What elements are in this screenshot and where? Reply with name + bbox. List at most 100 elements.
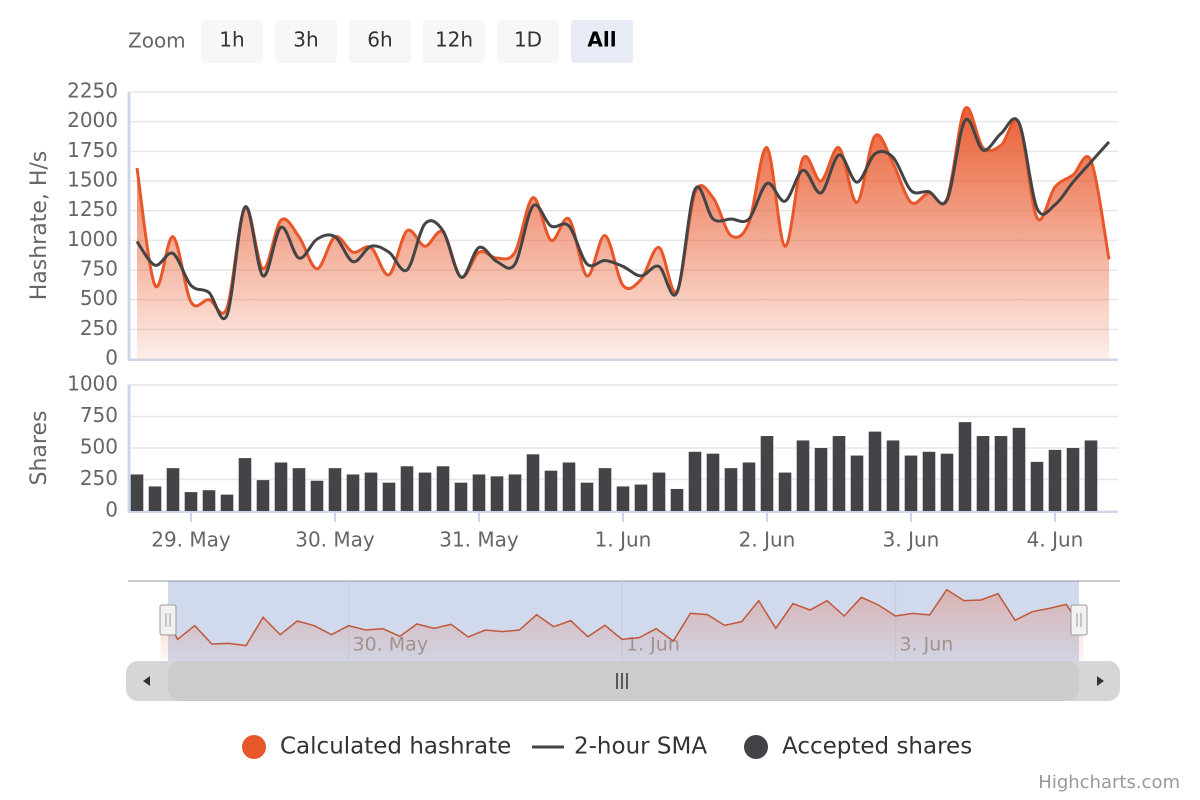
zoom-button[interactable] (201, 20, 263, 63)
bar (166, 468, 180, 511)
y-axis-title: Hashrate, H/s (27, 151, 52, 301)
bar (400, 466, 414, 511)
bar (562, 462, 576, 511)
bar (292, 468, 306, 511)
bar (364, 472, 378, 511)
credits[interactable]: Highcharts.com (1038, 772, 1180, 793)
line (135, 117, 1111, 320)
x-tick-label: 1. Jun (595, 528, 652, 552)
bar (598, 468, 612, 511)
bar (940, 453, 954, 511)
scroll-right-arrow[interactable] (1097, 676, 1104, 686)
bar (904, 455, 918, 511)
scroll-left-arrow[interactable] (143, 676, 150, 686)
bar (220, 494, 234, 511)
bar (814, 448, 828, 511)
bar (634, 484, 648, 511)
y-tick-label: 750 (80, 403, 118, 427)
navigator-line (159, 588, 1085, 647)
y-tick-label: 0 (105, 346, 118, 370)
bar (238, 458, 252, 511)
bar (130, 474, 144, 511)
bar (526, 454, 540, 511)
zoom-button-label[interactable]: 12h (435, 28, 473, 52)
x-tick-label: 4. Jun (1027, 528, 1084, 552)
y-tick-label: 1000 (67, 372, 118, 396)
legend-label[interactable]: Calculated hashrate (280, 734, 511, 760)
bar (886, 440, 900, 511)
bar (1084, 440, 1098, 511)
bar (1012, 427, 1026, 511)
y-tick-label: 1500 (67, 168, 118, 192)
navigator-handle[interactable] (1070, 604, 1088, 636)
zoom-button-label[interactable]: 3h (293, 28, 318, 52)
x-tick-label: 29. May (151, 528, 231, 552)
bar (490, 476, 504, 511)
bar (652, 472, 666, 511)
bar (274, 462, 288, 511)
bar (1066, 448, 1080, 511)
bar (760, 436, 774, 511)
navigator-handle[interactable] (159, 604, 177, 636)
bar (382, 482, 396, 511)
bar (328, 468, 342, 511)
zoom-button[interactable] (349, 20, 411, 63)
legend-label[interactable]: 2-hour SMA (574, 734, 707, 760)
zoom-button[interactable] (571, 20, 633, 63)
y-tick-label: 0 (105, 498, 118, 522)
zoom-label: Zoom (128, 29, 186, 53)
y-tick-label: 250 (80, 316, 118, 340)
bar (418, 472, 432, 511)
bar (310, 480, 324, 511)
bar (958, 422, 972, 511)
bar (202, 490, 216, 511)
x-tick-label: 3. Jun (883, 528, 940, 552)
bar (922, 451, 936, 511)
zoom-button[interactable] (497, 20, 559, 63)
bar (868, 431, 882, 511)
zoom-button-label[interactable]: 1D (514, 28, 542, 52)
scrollbar-thumb[interactable] (168, 661, 1079, 701)
zoom-button[interactable] (275, 20, 337, 63)
bar (580, 482, 594, 511)
y-tick-label: 750 (80, 257, 118, 281)
y-tick-label: 2000 (67, 108, 118, 132)
bar (346, 474, 360, 511)
y-tick-label: 2250 (67, 79, 118, 103)
bar (1048, 449, 1062, 511)
y-tick-label: 1250 (67, 197, 118, 221)
x-tick-label: 2. Jun (739, 528, 796, 552)
y-tick-label: 1000 (67, 227, 118, 251)
y-tick-label: 250 (80, 466, 118, 490)
zoom-button-label[interactable]: 1h (219, 28, 244, 52)
bar (832, 436, 846, 511)
bar (616, 486, 630, 511)
bar (742, 462, 756, 511)
y-axis-title: Shares (27, 411, 52, 486)
legend-label[interactable]: Accepted shares (782, 734, 972, 760)
bar (850, 455, 864, 511)
bar (436, 466, 450, 511)
bar (472, 474, 486, 511)
zoom-button-label[interactable]: All (587, 28, 616, 52)
bar (976, 436, 990, 511)
y-tick-label: 1750 (67, 138, 118, 162)
bar (148, 486, 162, 511)
y-tick-label: 500 (80, 435, 118, 459)
area (137, 107, 1109, 360)
legend-symbol[interactable] (242, 735, 266, 759)
bar (454, 482, 468, 511)
bar (670, 488, 684, 511)
bar (508, 474, 522, 511)
zoom-button[interactable] (423, 20, 485, 63)
x-tick-label: 30. May (295, 528, 375, 552)
legend-symbol[interactable] (744, 735, 768, 759)
bar (688, 451, 702, 511)
bar (184, 492, 198, 511)
bar (256, 480, 270, 511)
bar (1030, 461, 1044, 511)
y-tick-label: 500 (80, 286, 118, 310)
bar (796, 440, 810, 511)
zoom-button-label[interactable]: 6h (367, 28, 392, 52)
